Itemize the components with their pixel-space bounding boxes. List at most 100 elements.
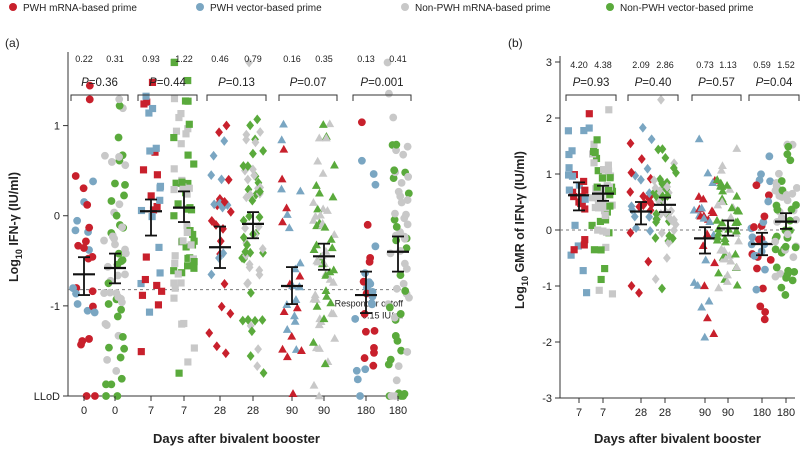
data-point xyxy=(187,206,196,214)
data-point xyxy=(253,114,262,125)
data-point xyxy=(175,113,183,122)
data-point xyxy=(600,166,608,174)
x-tick-label: 28 xyxy=(635,407,647,419)
p-value-symbol: P xyxy=(81,77,89,89)
data-point xyxy=(178,178,186,186)
data-point xyxy=(255,212,264,223)
data-point xyxy=(312,301,322,310)
data-point xyxy=(392,140,401,149)
data-point xyxy=(731,249,740,258)
data-point xyxy=(170,58,179,66)
data-point xyxy=(764,191,773,200)
data-point xyxy=(243,240,251,250)
x-tick-label: 90 xyxy=(318,405,330,417)
x-tick-label: 7 xyxy=(600,407,606,419)
data-point xyxy=(330,333,340,342)
data-point xyxy=(238,315,247,326)
x-tick-label: 28 xyxy=(247,405,259,417)
data-point xyxy=(713,232,723,241)
data-point xyxy=(314,320,324,329)
x-tick-label: 7 xyxy=(148,405,154,417)
data-point xyxy=(279,144,289,153)
data-point xyxy=(309,215,318,224)
data-point xyxy=(402,244,411,252)
data-point xyxy=(120,191,128,200)
pair-value-label: 2.86 xyxy=(656,60,674,70)
data-point xyxy=(626,187,635,197)
x-axis-title: Days after bivalent booster xyxy=(594,431,761,446)
data-point xyxy=(602,204,610,212)
data-point xyxy=(748,233,757,242)
data-point xyxy=(365,257,374,266)
data-point xyxy=(602,216,610,224)
data-point xyxy=(315,344,324,352)
comparison-bracket xyxy=(278,94,338,101)
data-point xyxy=(400,390,409,398)
p-value-number: =0.40 xyxy=(642,77,671,89)
comparison-bracket xyxy=(565,94,617,101)
data-point xyxy=(351,315,360,323)
data-point xyxy=(753,264,761,273)
data-point xyxy=(594,226,602,234)
data-point xyxy=(750,223,758,231)
p-value-symbol: P xyxy=(573,77,581,89)
data-point xyxy=(118,223,127,232)
data-point xyxy=(654,144,663,155)
data-point xyxy=(403,220,412,229)
data-point xyxy=(637,174,645,185)
y-axis-title-suffix: GMR of IFN-γ (IU/ml) xyxy=(513,151,527,276)
data-point xyxy=(604,186,613,195)
data-point xyxy=(79,184,88,193)
data-point xyxy=(725,184,735,193)
data-point xyxy=(771,237,780,246)
data-point xyxy=(85,223,94,232)
data-point xyxy=(358,156,366,165)
data-point xyxy=(100,289,108,298)
p-value-label: P=0.04 xyxy=(756,77,793,89)
data-point xyxy=(320,222,330,231)
x-tick-label: 28 xyxy=(659,407,671,419)
scatter-group-6 xyxy=(238,57,268,378)
y-axis-title-subscript: 10 xyxy=(14,249,24,259)
data-point xyxy=(312,221,322,230)
data-point xyxy=(759,284,767,293)
data-point xyxy=(243,161,252,172)
data-point xyxy=(665,230,674,241)
data-point xyxy=(139,166,148,174)
scatter-group-8 xyxy=(309,119,340,400)
panel-label-0: (a) xyxy=(5,36,20,50)
data-point xyxy=(102,392,110,400)
data-point xyxy=(175,369,183,377)
pair-value-label: 0.73 xyxy=(696,60,714,70)
data-point xyxy=(760,212,769,221)
data-point xyxy=(370,348,378,357)
data-point xyxy=(580,241,588,249)
p-value-label: P=0.44 xyxy=(149,77,186,89)
data-point xyxy=(312,240,321,249)
data-point xyxy=(118,256,127,265)
data-point xyxy=(371,180,380,189)
legend-label-1: PWH mRNA-based prime xyxy=(23,3,137,14)
data-point xyxy=(702,229,712,238)
data-point xyxy=(645,211,654,222)
data-point xyxy=(319,314,329,323)
data-point xyxy=(394,362,403,371)
data-point xyxy=(585,110,593,118)
data-point xyxy=(185,120,193,128)
data-point xyxy=(386,355,395,364)
data-point xyxy=(313,204,323,213)
data-point xyxy=(205,328,214,338)
data-point xyxy=(580,177,588,186)
p-value-number: =0.93 xyxy=(580,77,609,89)
data-point xyxy=(224,174,233,185)
data-point xyxy=(392,146,400,155)
data-point xyxy=(82,237,90,246)
data-point xyxy=(295,271,305,280)
data-point xyxy=(592,154,601,163)
data-point xyxy=(170,165,178,173)
data-point xyxy=(714,283,724,292)
data-point xyxy=(183,262,192,270)
data-point xyxy=(626,138,635,149)
data-point xyxy=(772,263,781,272)
